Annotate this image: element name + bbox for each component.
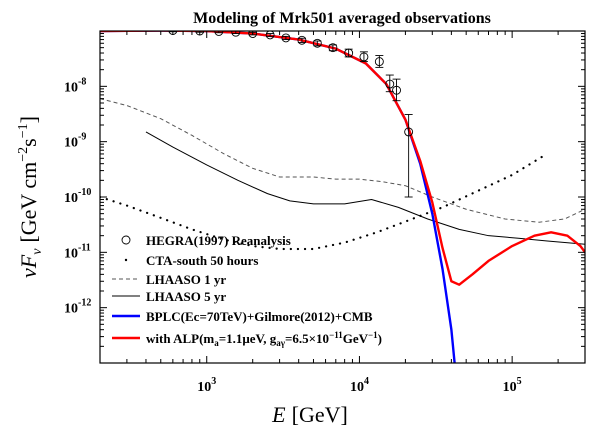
chart-legend: HEGRA(1997) Reanalysis CTA-south 50 hours…: [112, 233, 382, 348]
data-point-hegra-9: [328, 43, 338, 53]
legend-entry-hegra-1997-reanalysis: HEGRA(1997) Reanalysis: [121, 233, 291, 248]
series-line-with-alp: [100, 31, 585, 286]
data-point-hegra-6: [281, 33, 291, 43]
y-tick-label: 10-11: [64, 242, 91, 261]
x-tick-label: 104: [350, 376, 369, 395]
x-tick-label: 105: [503, 376, 522, 395]
legend-entry-with-alp: with ALP(ma=1.1μeV, gaγ=6.5×10−11GeV−1): [112, 330, 382, 348]
legend-entry-bplc-ec-70tev-gilmore-2012-cmb: BPLC(Ec=70TeV)+Gilmore(2012)+CMB: [112, 309, 373, 324]
data-point-hegra-10: [344, 48, 354, 58]
data-point-hegra-11: [359, 51, 369, 63]
data-point-hegra-8: [312, 38, 322, 48]
data-point-hegra-14: [392, 78, 402, 102]
y-tick-label: 10-10: [64, 187, 91, 206]
errorbar-layer: [168, 31, 414, 198]
data-point-hegra-7: [297, 35, 307, 45]
legend-label: BPLC(Ec=70TeV)+Gilmore(2012)+CMB: [146, 309, 373, 324]
legend-entry-lhaaso-1-yr: LHAASO 1 yr: [112, 272, 226, 287]
y-tick-label: 10-12: [64, 298, 91, 317]
legend-label: LHAASO 1 yr: [146, 272, 226, 287]
legend-entry-cta-south-50-hours: CTA-south 50 hours: [124, 253, 258, 268]
ticks-layer: 103 104 105 10-8 10-9 10-10 10-11 10-12: [64, 30, 586, 395]
legend-label: HEGRA(1997) Reanalysis: [146, 233, 291, 248]
data-point-hegra-5: [265, 31, 275, 40]
x-tick-label: 103: [197, 376, 216, 395]
legend-marker-circle: [121, 235, 131, 245]
series-line-lhaaso-5-yr: [145, 131, 585, 245]
data-point-hegra-15: [404, 114, 414, 198]
legend-label: CTA-south 50 hours: [146, 253, 258, 268]
y-tick-label: 10-8: [64, 76, 86, 95]
legend-label: LHAASO 5 yr: [146, 289, 226, 304]
legend-entry-lhaaso-5-yr: LHAASO 5 yr: [112, 289, 226, 304]
y-axis-label: νFν[GeV cm−2s−1]: [16, 116, 45, 278]
y-tick-label: 10-9: [64, 132, 86, 151]
series-line-cta-south-50-hours: [100, 154, 545, 251]
series-line-lhaaso-1-yr: [100, 98, 585, 223]
x-axis-label: E [GeV]: [271, 402, 348, 427]
data-point-hegra-12: [374, 55, 384, 68]
legend-label: with ALP(ma=1.1μeV, gaγ=6.5×10−11GeV−1): [146, 330, 382, 348]
chart-title: Modeling of Mrk501 averaged observations: [193, 10, 491, 27]
legend-marker-dot: [124, 258, 128, 262]
